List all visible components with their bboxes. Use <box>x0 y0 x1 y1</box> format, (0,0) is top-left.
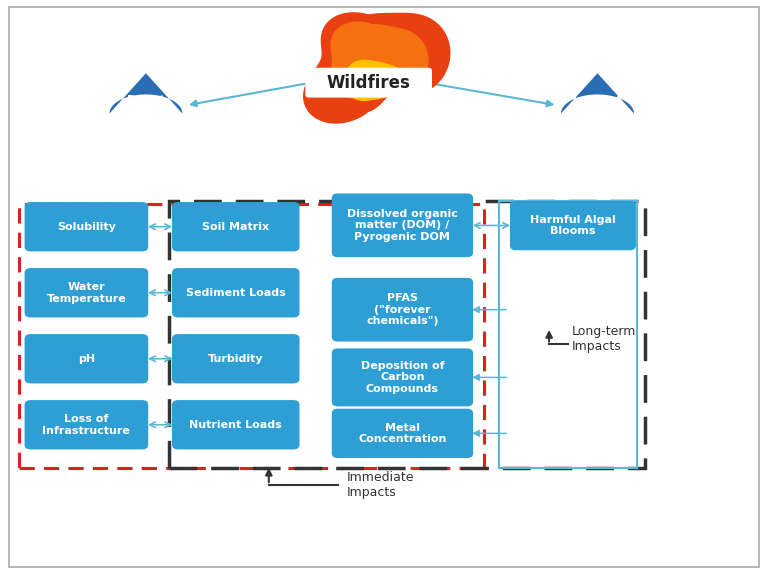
Polygon shape <box>303 12 451 123</box>
Text: Turbidity: Turbidity <box>208 354 263 364</box>
Text: pH: pH <box>78 354 95 364</box>
FancyBboxPatch shape <box>332 409 473 458</box>
Text: Indirect
Impacts: Indirect Impacts <box>573 95 622 117</box>
Text: Soil Matrix: Soil Matrix <box>202 222 270 232</box>
FancyBboxPatch shape <box>172 400 300 449</box>
FancyBboxPatch shape <box>305 68 432 98</box>
Text: Nutrient Loads: Nutrient Loads <box>190 420 282 430</box>
Text: Long-term
Impacts: Long-term Impacts <box>572 325 637 352</box>
FancyBboxPatch shape <box>25 334 148 383</box>
FancyBboxPatch shape <box>172 334 300 383</box>
Text: Immediate
Impacts: Immediate Impacts <box>347 471 415 499</box>
FancyBboxPatch shape <box>25 202 148 251</box>
Text: Wildfires: Wildfires <box>326 73 411 92</box>
Bar <box>499 201 637 468</box>
Text: Loss of
Infrastructure: Loss of Infrastructure <box>42 414 131 436</box>
Bar <box>169 201 645 468</box>
Text: Sediment Loads: Sediment Loads <box>186 288 286 298</box>
Text: Dissolved organic
matter (DOM) /
Pyrogenic DOM: Dissolved organic matter (DOM) / Pyrogen… <box>347 209 458 242</box>
FancyBboxPatch shape <box>332 278 473 342</box>
FancyBboxPatch shape <box>172 268 300 317</box>
FancyBboxPatch shape <box>332 193 473 257</box>
Polygon shape <box>330 21 429 99</box>
Bar <box>19 204 484 468</box>
Text: Deposition of
Carbon
Compounds: Deposition of Carbon Compounds <box>361 361 444 394</box>
FancyBboxPatch shape <box>510 201 636 250</box>
FancyBboxPatch shape <box>172 202 300 251</box>
Text: PFAS
("forever
chemicals"): PFAS ("forever chemicals") <box>366 293 439 326</box>
FancyBboxPatch shape <box>332 348 473 406</box>
PathPatch shape <box>561 73 634 114</box>
Text: Solubility: Solubility <box>57 222 116 232</box>
Text: Harmful Algal
Blooms: Harmful Algal Blooms <box>530 215 616 236</box>
FancyBboxPatch shape <box>25 400 148 449</box>
FancyBboxPatch shape <box>25 268 148 317</box>
Polygon shape <box>347 60 406 101</box>
Text: Water
Temperature: Water Temperature <box>47 282 126 304</box>
Text: Direct
Impacts: Direct Impacts <box>121 95 170 117</box>
PathPatch shape <box>110 73 182 114</box>
Text: Metal
Concentration: Metal Concentration <box>358 422 447 444</box>
